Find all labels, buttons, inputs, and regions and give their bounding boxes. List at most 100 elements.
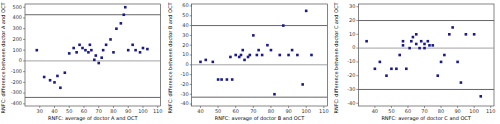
y-tick [23,39,25,40]
y-tick-label: -20 [180,81,188,87]
plot-frame [358,4,494,106]
point [465,33,468,36]
y-tick-label: 500 [12,4,22,10]
point [402,44,405,47]
y-tick-label: 0 [185,61,188,67]
y-tick [190,55,192,56]
point [431,44,434,47]
reference-line [358,89,494,90]
y-tick [190,104,192,105]
y-tick-label: -40 [180,100,188,106]
x-tick-label: 110 [153,108,163,114]
y-tick-label: 200 [12,36,22,42]
x-tick-label: 90 [125,108,131,114]
y-tick-label: 0 [19,57,22,63]
y-tick [356,61,358,62]
point [84,49,87,52]
x-tick-label: 70 [421,108,427,114]
point [112,51,115,54]
y-tick [23,60,25,61]
point [398,54,401,57]
point [139,51,142,54]
point [109,38,112,41]
y-tick [356,103,358,104]
x-tick-label: 50 [388,108,394,114]
point [68,52,71,55]
y-tick [190,74,192,75]
point [385,74,388,77]
point [420,40,423,43]
point [234,54,237,57]
point [87,51,90,54]
point [405,67,408,70]
point [282,24,285,27]
point [301,83,304,86]
point [142,47,145,50]
plot-frame [192,4,328,106]
x-axis-label: RNFC: average of doctor A and OCT [48,115,138,122]
reference-line [358,20,494,21]
reference-line [192,25,328,26]
point [120,22,123,25]
point [35,49,38,52]
y-tick-label: 0 [352,44,355,50]
point [124,6,127,9]
x-axis-label: RNFC: average of doctor C and OCT [381,115,471,122]
x-tick-label: 70 [250,108,256,114]
y-tick [23,50,25,51]
x-tick-label: 50 [215,108,221,114]
point [102,49,105,52]
y-tick-label: 30 [349,3,355,9]
point [226,78,229,81]
point [427,40,430,43]
y-tick-label: 50 [182,12,188,18]
y-tick-label: -100 [11,68,22,74]
x-tick-label: 60 [81,108,87,114]
point [291,49,294,52]
x-tick-label: 50 [66,108,72,114]
y-tick [190,45,192,46]
point [365,40,368,43]
x-tick-label: 100 [301,108,311,114]
x-tick-label: 90 [454,108,460,114]
point [479,95,482,98]
y-tick [190,5,192,6]
point [456,61,459,64]
point [270,49,273,52]
point [43,76,46,79]
point [410,40,413,43]
point [78,44,81,47]
y-tick-label: 10 [182,51,188,57]
y-tick [356,20,358,21]
point [90,49,93,52]
y-tick [356,75,358,76]
point [252,34,255,37]
point [412,36,415,39]
point [229,56,232,59]
plot-area [358,21,494,98]
reference-line [192,64,328,65]
y-tick [23,17,25,18]
y-tick-label: 400 [12,14,22,20]
y-tick-label: -40 [347,100,355,106]
y-axis-label: RNFC: difference between doctor A and OC… [0,2,6,114]
x-tick-label: 60 [233,108,239,114]
y-tick-label: -300 [11,89,22,95]
point [402,40,405,43]
point [374,67,377,70]
x-tick-label: 90 [285,108,291,114]
point [266,44,269,47]
y-tick [23,103,25,104]
y-axis-label: RNFC: difference between doctor B and OC… [167,2,173,114]
point [436,74,439,77]
x-tick-label: 30 [37,108,43,114]
point [257,49,260,52]
y-tick-label: -30 [180,91,188,97]
plot-area [192,10,328,98]
point [249,54,252,57]
y-tick [23,71,25,72]
point [278,54,281,57]
point [423,43,426,46]
point [305,10,308,13]
panel: -400-300-200-100010020030040050030405060… [0,2,162,122]
